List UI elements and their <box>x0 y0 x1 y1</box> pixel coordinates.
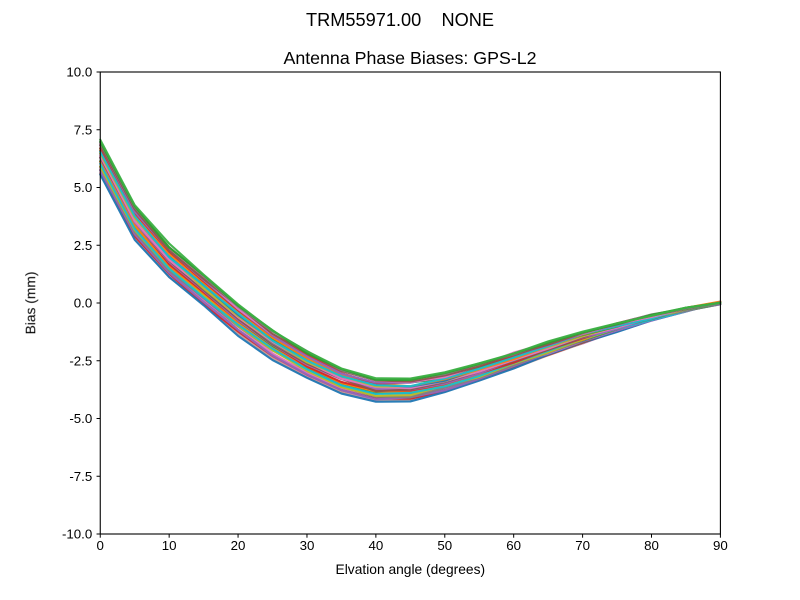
svg-text:Elvation angle (degrees): Elvation angle (degrees) <box>336 562 486 577</box>
svg-text:-10.0: -10.0 <box>62 527 92 542</box>
svg-text:-5.0: -5.0 <box>69 411 92 426</box>
svg-text:-2.5: -2.5 <box>69 353 92 368</box>
svg-text:30: 30 <box>300 538 315 553</box>
svg-text:10.0: 10.0 <box>66 65 92 80</box>
svg-text:90: 90 <box>713 538 728 553</box>
svg-text:-7.5: -7.5 <box>69 469 92 484</box>
svg-text:10: 10 <box>162 538 177 553</box>
svg-text:70: 70 <box>575 538 590 553</box>
svg-text:5.0: 5.0 <box>74 180 93 195</box>
svg-text:2.5: 2.5 <box>74 238 93 253</box>
svg-text:60: 60 <box>506 538 521 553</box>
svg-text:50: 50 <box>437 538 452 553</box>
svg-text:20: 20 <box>231 538 246 553</box>
svg-text:Bias (mm): Bias (mm) <box>23 272 38 335</box>
svg-text:7.5: 7.5 <box>74 122 93 137</box>
svg-text:0.0: 0.0 <box>74 296 93 311</box>
svg-text:40: 40 <box>368 538 383 553</box>
svg-text:80: 80 <box>644 538 659 553</box>
svg-text:0: 0 <box>97 538 104 553</box>
